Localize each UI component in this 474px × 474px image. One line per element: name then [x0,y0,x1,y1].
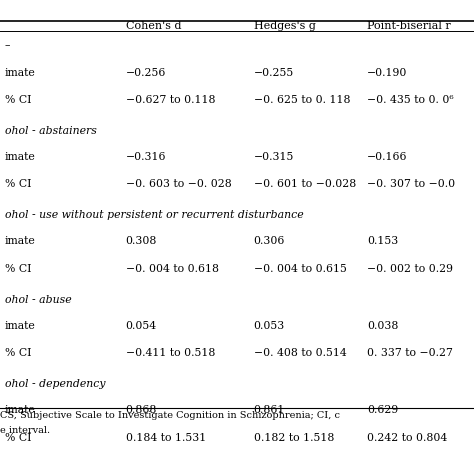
Text: −0. 625 to 0. 118: −0. 625 to 0. 118 [254,95,350,105]
Text: −0.316: −0.316 [126,152,166,162]
Text: Hedges's g: Hedges's g [254,21,316,31]
Text: e interval.: e interval. [0,427,50,435]
Text: −0.315: −0.315 [254,152,294,162]
Text: −0.190: −0.190 [367,67,408,78]
Text: −0.411 to 0.518: −0.411 to 0.518 [126,348,215,358]
Text: −0. 004 to 0.615: −0. 004 to 0.615 [254,264,346,274]
Text: −0. 307 to −0.0: −0. 307 to −0.0 [367,179,456,190]
Text: −0. 601 to −0.028: −0. 601 to −0.028 [254,179,356,190]
Text: 0.054: 0.054 [126,320,157,331]
Text: −0.256: −0.256 [126,67,166,78]
Text: 0.242 to 0.804: 0.242 to 0.804 [367,432,447,443]
Text: % CI: % CI [5,95,31,105]
Text: imate: imate [5,67,36,78]
Text: imate: imate [5,320,36,331]
Text: ohol - abstainers: ohol - abstainers [5,126,97,136]
Text: −0.255: −0.255 [254,67,294,78]
Text: −0.166: −0.166 [367,152,408,162]
Text: imate: imate [5,236,36,246]
Text: −0.627 to 0.118: −0.627 to 0.118 [126,95,215,105]
Text: ohol - dependency: ohol - dependency [5,379,105,389]
Text: 0.053: 0.053 [254,320,285,331]
Text: 0.306: 0.306 [254,236,285,246]
Text: % CI: % CI [5,264,31,274]
Text: 0. 337 to −0.27: 0. 337 to −0.27 [367,348,453,358]
Text: imate: imate [5,152,36,162]
Text: imate: imate [5,405,36,415]
Text: 0.038: 0.038 [367,320,399,331]
Text: −0. 002 to 0.29: −0. 002 to 0.29 [367,264,453,274]
Text: ohol - abuse: ohol - abuse [5,294,72,305]
Text: Cohen's d: Cohen's d [126,21,181,31]
Text: 0.868: 0.868 [126,405,157,415]
Text: 0.182 to 1.518: 0.182 to 1.518 [254,432,334,443]
Text: CS, Subjective Scale to Investigate Cognition in Schizophrenia; CI, c: CS, Subjective Scale to Investigate Cogn… [0,411,340,420]
Text: % CI: % CI [5,179,31,190]
Text: Point-biserial r: Point-biserial r [367,21,451,31]
Text: 0.308: 0.308 [126,236,157,246]
Text: 0.153: 0.153 [367,236,399,246]
Text: % CI: % CI [5,348,31,358]
Text: −0. 004 to 0.618: −0. 004 to 0.618 [126,264,219,274]
Text: 0.861: 0.861 [254,405,285,415]
Text: −0. 408 to 0.514: −0. 408 to 0.514 [254,348,346,358]
Text: 0.184 to 1.531: 0.184 to 1.531 [126,432,206,443]
Text: −0. 435 to 0. 0⁶: −0. 435 to 0. 0⁶ [367,95,454,105]
Text: % CI: % CI [5,432,31,443]
Text: 0.629: 0.629 [367,405,399,415]
Text: ohol - use without persistent or recurrent disturbance: ohol - use without persistent or recurre… [5,210,303,220]
Text: –: – [5,40,10,50]
Text: −0. 603 to −0. 028: −0. 603 to −0. 028 [126,179,231,190]
